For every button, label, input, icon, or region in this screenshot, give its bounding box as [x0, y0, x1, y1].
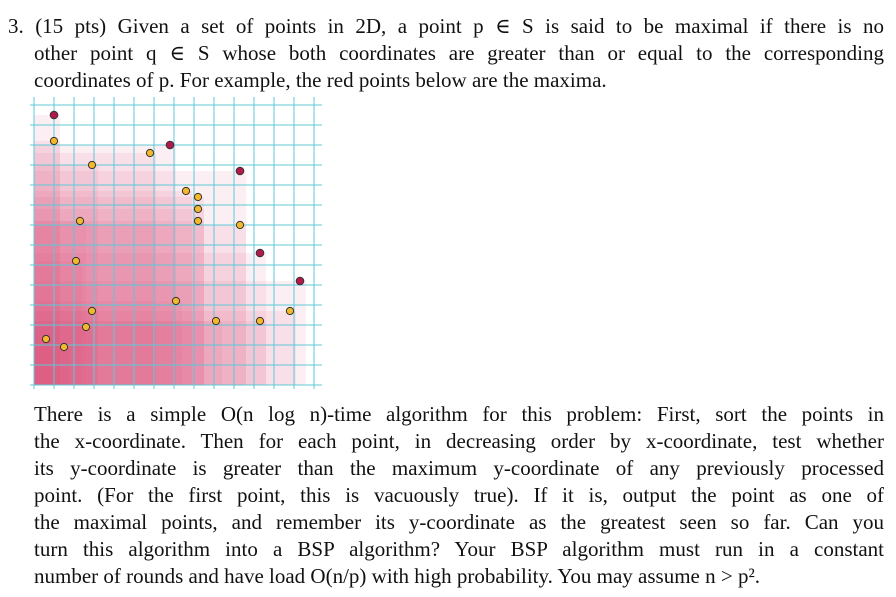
non-maximal-point — [81, 322, 91, 332]
non-maximal-point — [87, 160, 97, 170]
dominated-region — [34, 221, 86, 385]
maximal-point — [235, 166, 245, 176]
dominated-region — [34, 253, 266, 385]
dominated-region — [34, 115, 60, 385]
dominated-region — [34, 209, 204, 385]
algorithm-line: its y-coordinate is greater than the max… — [34, 456, 884, 480]
non-maximal-point — [171, 296, 181, 306]
dominated-region — [34, 141, 60, 385]
dominated-region — [34, 281, 306, 385]
algorithm-paragraph: There is a simple O(n log n)-time algori… — [34, 401, 884, 590]
non-maximal-point — [41, 334, 51, 344]
dominated-region — [34, 311, 296, 385]
non-maximal-point — [145, 148, 155, 158]
dominated-region — [34, 339, 52, 385]
non-maximal-point — [211, 316, 221, 326]
maximal-point — [255, 248, 265, 258]
dominated-region — [34, 261, 82, 385]
algorithm-line: There is a simple O(n log n)-time algori… — [34, 402, 884, 426]
algorithm-line: the maximal points, and remember its y-c… — [34, 510, 884, 534]
dominated-region — [34, 327, 92, 385]
non-maximal-point — [59, 342, 69, 352]
dominated-region — [34, 321, 222, 385]
maximal-point — [165, 140, 175, 150]
non-maximal-point — [193, 216, 203, 226]
non-maximal-point — [87, 306, 97, 316]
problem-statement: 3. (15 pts) Given a set of points in 2D,… — [8, 13, 884, 94]
maximal-point — [49, 110, 59, 120]
algorithm-line: number of rounds and have load O(n/p) wi… — [34, 564, 761, 588]
dominated-region — [34, 221, 204, 385]
dominated-region — [34, 145, 176, 385]
algorithm-line: point. (For the first point, this is vac… — [34, 483, 884, 507]
non-maximal-point — [49, 136, 59, 146]
non-maximal-point — [235, 220, 245, 230]
grid-lines — [30, 97, 322, 389]
non-maximal-point — [255, 316, 265, 326]
problem-line: coordinates of p. For example, the red p… — [34, 68, 607, 92]
non-maximal-point — [71, 256, 81, 266]
dominated-region — [34, 301, 182, 385]
dominated-region — [34, 191, 192, 385]
non-maximal-point — [193, 204, 203, 214]
non-maximal-point — [181, 186, 191, 196]
non-maximal-point — [193, 192, 203, 202]
dominated-region — [34, 153, 156, 385]
dominated-region — [34, 347, 70, 385]
algorithm-line: the x-coordinate. Then for each point, i… — [34, 429, 884, 453]
maximal-point — [295, 276, 305, 286]
dominated-region — [34, 321, 266, 385]
non-maximal-point — [75, 216, 85, 226]
problem-line: other point q ∈ S whose both coordinates… — [34, 41, 884, 65]
dominated-region — [34, 171, 246, 385]
dominated-regions — [34, 115, 306, 385]
non-maximal-point — [285, 306, 295, 316]
non-maximal-points — [41, 136, 295, 352]
maximal-points — [49, 110, 305, 286]
algorithm-line: turn this algorithm into a BSP algorithm… — [34, 537, 884, 561]
dominated-region — [34, 165, 98, 385]
dominated-region — [34, 311, 98, 385]
problem-line: 3. (15 pts) Given a set of points in 2D,… — [8, 14, 884, 38]
dominated-region — [34, 197, 204, 385]
dominated-region — [34, 225, 246, 385]
